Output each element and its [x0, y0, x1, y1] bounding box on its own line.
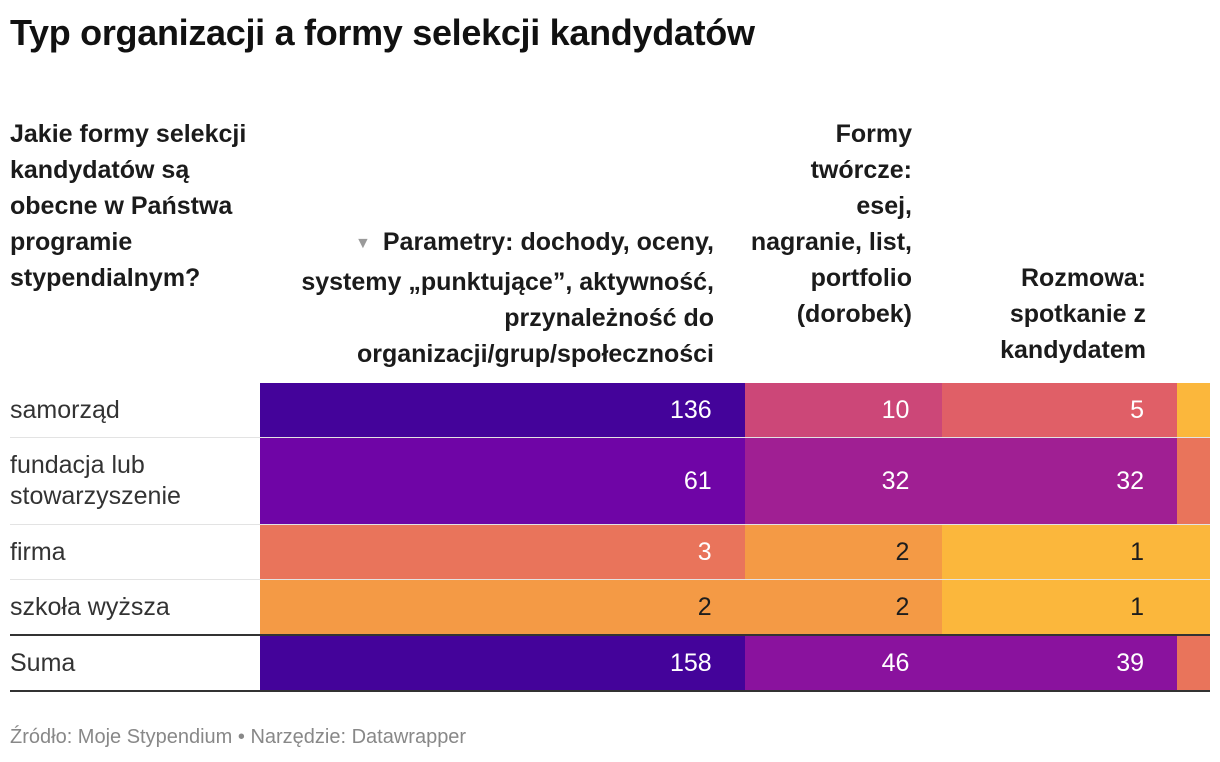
table-row: samorząd 136 10 5 — [10, 383, 1210, 438]
table-row: fundacja lub stowarzyszenie 61 32 32 — [10, 438, 1210, 525]
data-table: samorząd 136 10 5 fundacja lub stowarzyszeni… — [10, 383, 1210, 692]
column-header-parametry-label: Parametry: dochody, oceny, systemy „punk… — [301, 228, 714, 368]
cell-formy-tworcze: 2 — [744, 580, 943, 634]
cell-extra — [1177, 525, 1210, 579]
table-row: firma 3 2 1 — [10, 525, 1210, 580]
total-row: Suma 158 46 39 — [10, 634, 1210, 692]
source-footer: Źródło: Moje Stypendium • Narzędzie: Dat… — [10, 726, 467, 748]
row-label: firma — [10, 537, 66, 566]
cell-rozmowa: 39 — [942, 636, 1177, 690]
cell-parametry: 136 — [259, 383, 745, 437]
row-label: fundacja lub stowarzyszenie — [10, 451, 181, 510]
cell-formy-tworcze: 2 — [744, 525, 943, 579]
column-header-parametry[interactable]: ▼ Parametry: dochody, oceny, systemy „pun… — [262, 224, 714, 372]
cell-rozmowa: 1 — [942, 580, 1177, 634]
column-header-formy-tworcze[interactable]: Formy twórcze: esej, nagranie, list, por… — [750, 120, 912, 328]
cell-rozmowa: 5 — [942, 383, 1177, 437]
cell-extra — [1177, 383, 1210, 437]
cell-parametry: 2 — [259, 580, 745, 634]
row-label: szkoła wyższa — [10, 592, 170, 621]
row-label-header: Jakie formy selekcji kandydatów są obecn… — [10, 120, 247, 292]
cell-parametry: 3 — [259, 525, 745, 579]
cell-rozmowa: 1 — [942, 525, 1177, 579]
triangle-down-icon[interactable]: ▼ — [355, 235, 371, 252]
cell-parametry: 61 — [259, 438, 745, 524]
column-header-rozmowa[interactable]: Rozmowa: spotkanie z kandydatem — [1000, 264, 1146, 364]
row-label: samorząd — [10, 395, 120, 424]
cell-formy-tworcze: 46 — [744, 636, 943, 690]
cell-rozmowa: 32 — [942, 438, 1177, 524]
cell-extra — [1177, 636, 1210, 690]
cell-formy-tworcze: 10 — [744, 383, 943, 437]
table-row: szkoła wyższa 2 2 1 — [10, 580, 1210, 634]
cell-parametry: 158 — [259, 636, 745, 690]
cell-extra — [1177, 438, 1210, 524]
chart-title: Typ organizacji a formy selekcji kandyda… — [10, 12, 755, 53]
cell-extra — [1177, 580, 1210, 634]
cell-formy-tworcze: 32 — [744, 438, 943, 524]
total-row-label: Suma — [10, 648, 76, 677]
